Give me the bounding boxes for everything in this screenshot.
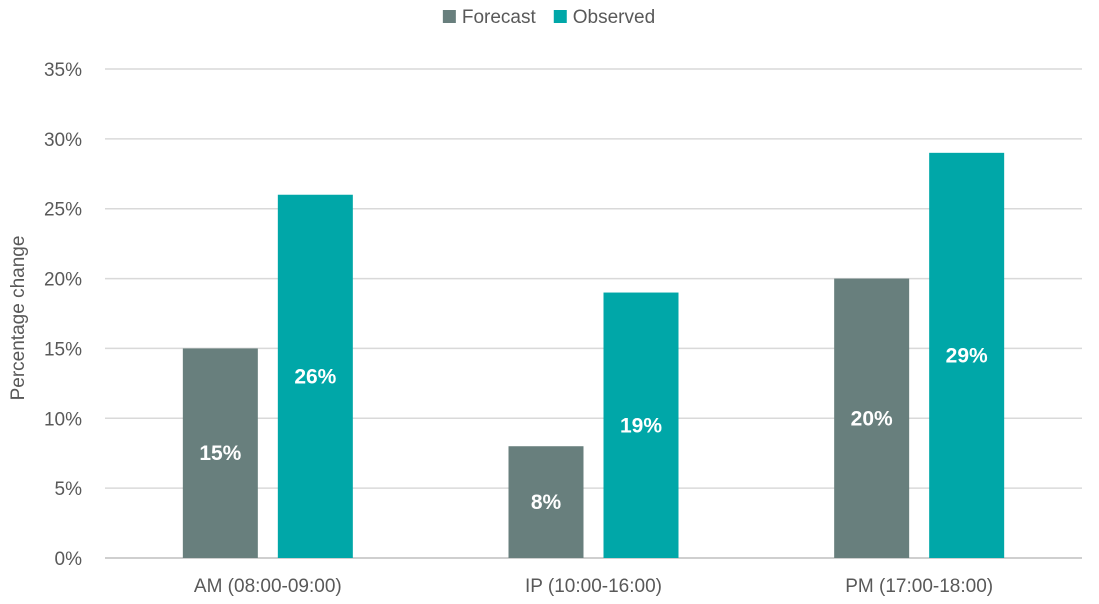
y-tick-label: 0%: [55, 549, 83, 570]
y-axis-ticks: 0% 5% 10% 15% 20% 25% 30% 35%: [44, 60, 82, 570]
data-label-forecast-2: 8%: [531, 491, 562, 514]
y-tick-label: 30%: [44, 130, 82, 151]
y-tick-label: 20%: [44, 270, 82, 291]
x-category-label: AM (08:00-09:00): [194, 576, 342, 597]
x-category-label: IP (10:00-16:00): [525, 576, 662, 597]
y-tick-label: 15%: [44, 339, 82, 360]
bars: [183, 153, 1004, 558]
legend-label: Observed: [573, 7, 655, 28]
y-tick-label: 10%: [44, 409, 82, 430]
legend-item-forecast: Forecast: [443, 7, 537, 28]
data-label-forecast-1: 15%: [199, 442, 241, 465]
legend: Forecast Observed: [443, 7, 655, 28]
x-axis-categories: AM (08:00-09:00) IP (10:00-16:00) PM (17:0…: [194, 576, 993, 597]
data-label-observed-2: 19%: [620, 414, 662, 437]
y-tick-label: 35%: [44, 60, 82, 81]
legend-label: Forecast: [462, 7, 537, 28]
x-category-label: PM (17:00-18:00): [845, 576, 993, 597]
y-tick-label: 5%: [55, 479, 83, 500]
y-axis-title: Percentage change: [8, 236, 29, 401]
data-label-forecast-3: 20%: [851, 407, 893, 430]
legend-swatch: [443, 10, 456, 23]
legend-item-observed: Observed: [554, 7, 655, 28]
y-tick-label: 25%: [44, 200, 82, 221]
data-label-observed-1: 26%: [294, 365, 336, 388]
data-label-observed-3: 29%: [946, 344, 988, 367]
legend-swatch: [554, 10, 567, 23]
